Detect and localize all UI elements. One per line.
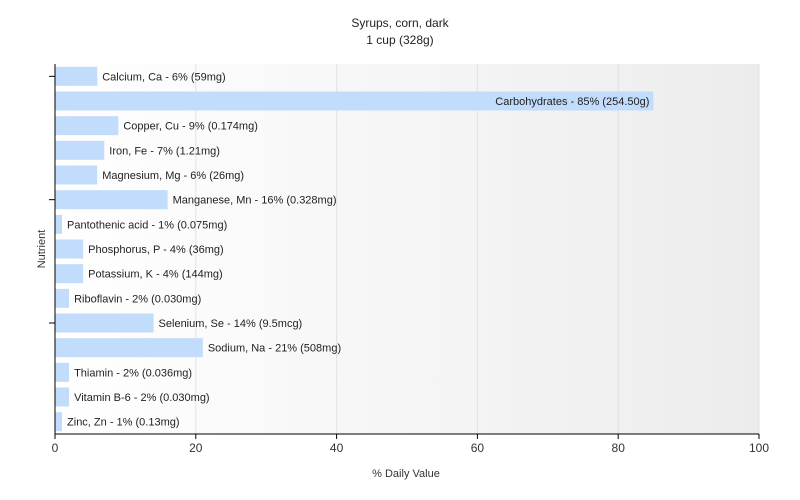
x-tick-label: 100 xyxy=(749,441,769,455)
bar-label: Thiamin - 2% (0.036mg) xyxy=(74,367,192,379)
axes: 0 20 40 60 80 100 xyxy=(49,64,769,455)
bar xyxy=(55,387,70,407)
bar-label: Potassium, K - 4% (144mg) xyxy=(88,269,223,281)
x-tick-label: 80 xyxy=(612,441,626,455)
bar xyxy=(55,91,654,111)
y-axis-title: Nutrient xyxy=(36,230,48,269)
plot-area xyxy=(55,64,759,434)
bar xyxy=(55,239,84,259)
bar-label: Pantothenic acid - 1% (0.075mg) xyxy=(67,219,227,231)
bar xyxy=(55,264,84,284)
bar-label: Zinc, Zn - 1% (0.13mg) xyxy=(67,417,179,429)
bar-label: Magnesium, Mg - 6% (26mg) xyxy=(102,170,244,182)
x-tick-label: 20 xyxy=(189,441,203,455)
bar xyxy=(55,338,203,358)
bar xyxy=(55,288,70,308)
bar-label: Manganese, Mn - 16% (0.328mg) xyxy=(173,195,337,207)
x-axis-title: % Daily Value xyxy=(372,468,440,480)
bar xyxy=(55,165,98,185)
bar-label: Copper, Cu - 9% (0.174mg) xyxy=(123,121,258,133)
bar-label: Iron, Fe - 7% (1.21mg) xyxy=(109,145,220,157)
chart-subtitle: 1 cup (328g) xyxy=(366,33,433,47)
bar xyxy=(55,66,98,86)
x-tick-label: 40 xyxy=(330,441,344,455)
x-tick-label: 0 xyxy=(52,441,59,455)
chart-title: Syrups, corn, dark xyxy=(351,16,449,30)
x-tick-label: 60 xyxy=(471,441,485,455)
bar-label: Selenium, Se - 14% (9.5mcg) xyxy=(159,318,303,330)
bar-label: Carbohydrates - 85% (254.50g) xyxy=(495,96,649,108)
bar xyxy=(55,313,154,333)
grid-lines xyxy=(195,64,760,434)
bar xyxy=(55,412,63,432)
bar xyxy=(55,190,168,210)
bars: Calcium, Ca - 6% (59mg) Carbohydrates - 8… xyxy=(55,66,654,432)
bar xyxy=(55,214,63,234)
bar-label: Phosphorus, P - 4% (36mg) xyxy=(88,244,224,256)
bar-label: Riboflavin - 2% (0.030mg) xyxy=(74,293,201,305)
bar xyxy=(55,140,105,160)
bar-label: Sodium, Na - 21% (508mg) xyxy=(208,343,341,355)
bar xyxy=(55,116,119,136)
bar-label: Vitamin B-6 - 2% (0.030mg) xyxy=(74,392,210,404)
bar xyxy=(55,362,70,382)
bar-label: Calcium, Ca - 6% (59mg) xyxy=(102,71,225,83)
